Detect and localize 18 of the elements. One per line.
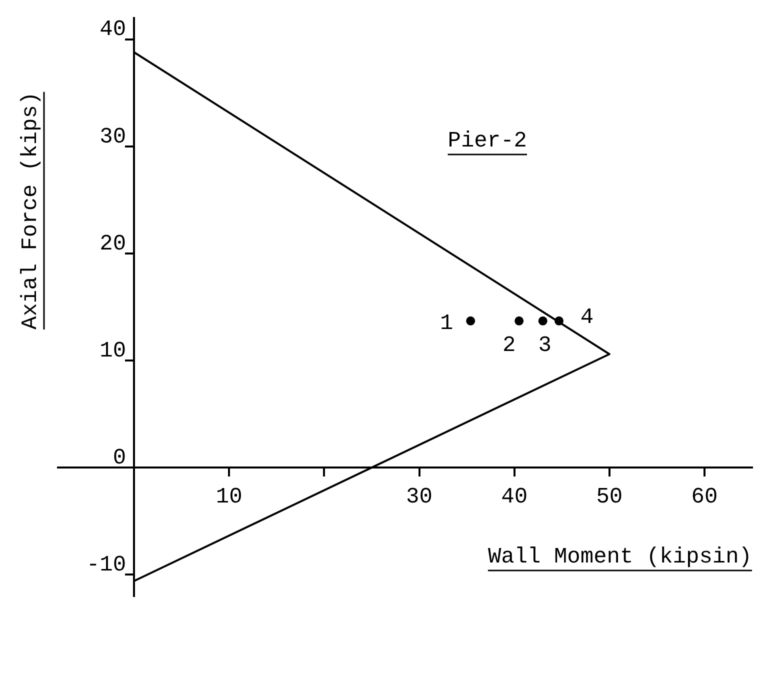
x-axis-title: Wall Moment (kipsin) bbox=[488, 544, 752, 570]
annotation: 1 bbox=[440, 310, 454, 336]
x-tick-label: 50 bbox=[596, 484, 623, 510]
annotation: 3 bbox=[538, 332, 552, 358]
x-tick-label: 30 bbox=[406, 484, 432, 510]
y-tick-label: 30 bbox=[100, 124, 126, 150]
y-tick-label: -10 bbox=[86, 552, 126, 578]
y-tick-label: 0 bbox=[112, 445, 126, 470]
y-axis-title: Axial Force (kips) bbox=[18, 92, 43, 330]
x-tick-label: 10 bbox=[216, 484, 242, 510]
y-tick-label: 40 bbox=[100, 17, 126, 42]
y-tick-label: 20 bbox=[100, 231, 126, 256]
y-tick-label: 10 bbox=[100, 338, 126, 364]
x-tick-label: 60 bbox=[691, 484, 718, 510]
annotation: 2 bbox=[502, 332, 516, 358]
x-tick-label: 40 bbox=[501, 484, 528, 510]
text: Pier-2 bbox=[448, 128, 527, 154]
annotation: 4 bbox=[580, 304, 594, 330]
